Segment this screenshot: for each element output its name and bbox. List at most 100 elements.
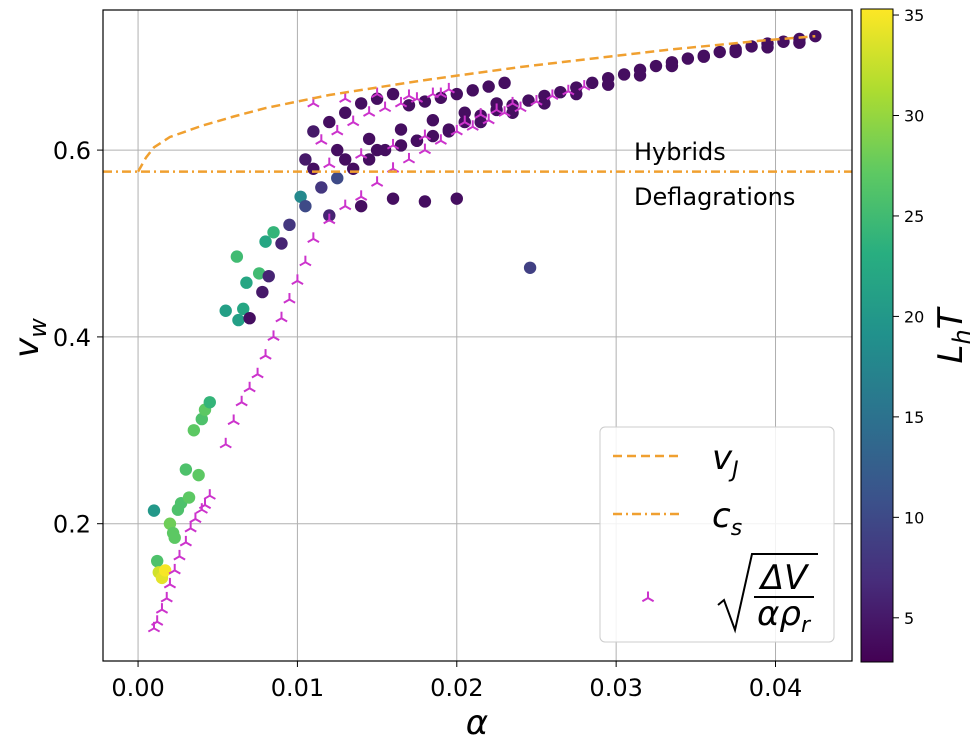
colorbar-tick-label: 5 [904,609,914,628]
tri-point [323,157,336,169]
colored-point [426,129,440,143]
colored-point [713,45,726,59]
colored-point [522,94,535,107]
y-axis-label: vw [7,318,52,358]
tri-point [259,349,272,360]
colored-point [354,199,368,213]
colored-point [187,424,201,437]
legend-frac-denominator: αρr [757,594,812,638]
tri-point [163,577,177,589]
colored-point [267,226,280,239]
colored-point [554,85,567,99]
sqrt-radical [717,553,818,634]
tri-point [498,106,511,117]
x-tick-label: 0.04 [749,674,802,702]
tri-point [235,395,248,407]
colored-point [617,68,631,81]
tri-point [466,120,479,131]
plot-area [103,29,852,633]
tri-point [578,80,591,91]
tri-point [151,615,164,626]
colored-point [523,261,537,274]
tri-point [283,293,296,304]
colored-point [450,192,463,205]
legend-box [599,426,835,643]
colored-point [163,517,177,530]
legend-frac-numerator: ΔV [758,558,810,598]
tri-point [490,103,503,115]
tri-point [402,152,416,164]
colored-point [418,95,432,108]
colored-point [240,276,253,289]
legend-cs-label: cs [712,496,742,541]
colored-point [506,106,519,119]
legend-sqrt-label: ΔV αρr [717,553,818,638]
colored-point [386,192,400,205]
colored-point [275,237,288,250]
x-tick-label: 0.03 [589,674,642,702]
x-tick-label: 0.00 [111,674,164,702]
colored-point [601,78,615,91]
colored-point [586,76,599,90]
colored-point [158,564,172,577]
tri-point [418,129,432,141]
tri-point [546,89,559,101]
colored-point [179,463,193,476]
colored-point [570,87,583,101]
tri-point [184,521,197,533]
tri-point [173,549,186,561]
colored-point [498,76,511,90]
annotation-deflagrations: Deflagrations [634,183,795,211]
colored-point [482,80,495,93]
tri-point [370,87,384,99]
colored-point [362,132,376,146]
tri-point [418,143,432,155]
colored-point [809,29,822,43]
tri-point [168,563,181,575]
colorbar-tick-label: 20 [904,307,924,326]
x-tick-label: 0.01 [271,674,324,702]
colored-point [450,87,463,101]
colored-point [354,97,368,110]
colored-point [150,554,164,568]
colored-point [331,143,344,157]
tri-point [307,232,320,243]
tri-point [458,115,471,127]
tri-point [394,96,408,108]
tri-point [291,274,304,285]
tri-point [355,148,368,159]
colored-point [195,412,209,426]
tri-point [442,82,455,94]
colored-point [203,396,216,409]
tri-point [315,134,328,145]
colorbar-tick-label: 30 [904,106,924,125]
tri-point [189,512,202,524]
colored-point [232,313,245,327]
tri-point [219,437,232,449]
colored-point [147,504,161,517]
tri-point [434,134,447,145]
colorbar-tick-label: 35 [904,6,924,25]
legend-tri-marker [641,591,655,603]
tri-point [339,199,352,211]
vj-curve [137,34,816,173]
colored-point [394,123,408,136]
tri-point [275,311,288,323]
tri-point [331,124,344,136]
colored-point [339,153,352,166]
colored-point [299,199,312,213]
colored-point [339,106,352,119]
colored-point [426,114,440,127]
colorbar-ticks: 5 10 15 20 25 30 35 [893,6,924,628]
colored-point [665,59,679,73]
colorbar-tick-label: 10 [904,508,924,527]
colored-point [633,69,647,82]
colored-point [370,143,384,157]
colorbar-label: LhT [931,306,970,363]
legend-tri-glyph [641,591,655,603]
tri-point [474,108,487,119]
tri-point [323,213,336,225]
colored-point [418,195,432,208]
tri-point [410,92,424,103]
